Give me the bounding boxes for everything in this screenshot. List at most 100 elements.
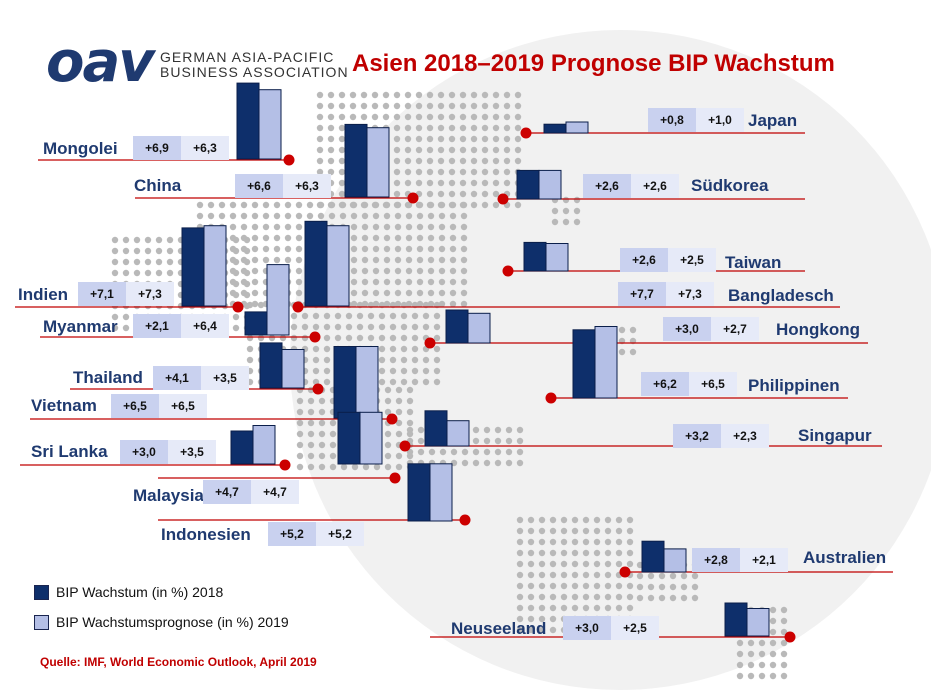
bar-2019-indonesien	[429, 463, 453, 522]
bar-2019-mongolei	[258, 89, 282, 160]
bar-2019-malaysia	[359, 411, 383, 465]
marker-dot-malaysia	[389, 472, 401, 484]
value-2019-australien: +2,1	[740, 548, 788, 572]
value-2019-singapur: +2,3	[721, 424, 769, 448]
bar-2018-hongkong	[445, 309, 469, 344]
marker-dot-s-dkorea	[497, 193, 509, 205]
value-2018-s-dkorea: +2,6	[583, 174, 631, 198]
value-2019-indien: +7,3	[126, 282, 174, 306]
marker-dot-mongolei	[283, 154, 295, 166]
value-2019-philippinen: +6,5	[689, 372, 737, 396]
value-2018-thailand: +4,1	[153, 366, 201, 390]
bar-2019-sri-lanka	[252, 425, 276, 465]
bar-2018-australien	[641, 540, 665, 573]
country-label-s-dkorea: Südkorea	[691, 176, 769, 195]
legend-swatch-2018	[34, 585, 49, 600]
value-2018-singapur: +3,2	[673, 424, 721, 448]
marker-dot-neuseeland	[784, 631, 796, 643]
value-2018-mongolei: +6,9	[133, 136, 181, 160]
value-2019-japan: +1,0	[696, 108, 744, 132]
marker-dot-japan	[520, 127, 532, 139]
value-2019-china: +6,3	[283, 174, 331, 198]
source-note: Quelle: IMF, World Economic Outlook, Apr…	[40, 655, 317, 669]
legend-swatch-2019	[34, 615, 49, 630]
bar-2018-vietnam	[333, 346, 357, 419]
logo-line2: BUSINESS ASSOCIATION	[160, 64, 349, 80]
country-label-japan: Japan	[748, 111, 798, 130]
bar-2018-indien	[181, 227, 205, 307]
value-2018-philippinen: +6,2	[641, 372, 689, 396]
country-label-myanmar: Myanmar	[43, 317, 118, 336]
marker-dot-sri-lanka	[279, 459, 291, 471]
marker-dot-vietnam	[386, 413, 398, 425]
bar-2018-singapur	[424, 410, 448, 447]
marker-dot-australien	[619, 566, 631, 578]
value-2018-australien: +2,8	[692, 548, 740, 572]
country-label-sri-lanka: Sri Lanka	[31, 442, 108, 461]
country-label-malaysia: Malaysia	[133, 486, 204, 505]
marker-dot-indien	[232, 301, 244, 313]
value-2018-indien: +7,1	[78, 282, 126, 306]
country-label-vietnam: Vietnam	[31, 396, 97, 415]
bar-2019-australien	[663, 548, 687, 573]
value-2018-malaysia: +4,7	[203, 480, 251, 504]
chart-title: Asien 2018–2019 Prognose BIP Wachstum	[352, 50, 835, 77]
value-2019-myanmar: +6,4	[181, 314, 229, 338]
bar-2019-thailand	[281, 349, 305, 389]
bar-2018-s-dkorea	[516, 169, 540, 200]
country-label-indien: Indien	[18, 285, 69, 304]
value-2018-hongkong: +3,0	[663, 317, 711, 341]
bar-2019-taiwan	[545, 243, 569, 272]
value-2018-china: +6,6	[235, 174, 283, 198]
country-label-thailand: Thailand	[73, 368, 143, 387]
bar-2018-mongolei	[236, 82, 260, 160]
country-label-singapur: Singapur	[798, 426, 872, 445]
bar-2019-bangladesch	[326, 225, 350, 307]
value-2018-myanmar: +2,1	[133, 314, 181, 338]
value-2019-vietnam: +6,5	[159, 394, 207, 418]
country-label-taiwan: Taiwan	[725, 253, 782, 272]
value-2018-bangladesch: +7,7	[618, 282, 666, 306]
bar-2018-thailand	[259, 342, 283, 389]
value-2019-hongkong: +2,7	[711, 317, 759, 341]
marker-dot-hongkong	[424, 337, 436, 349]
value-2019-malaysia: +4,7	[251, 480, 299, 504]
marker-dot-bangladesch	[292, 301, 304, 313]
value-2019-neuseeland: +2,5	[611, 616, 659, 640]
bar-2018-sri-lanka	[230, 430, 254, 465]
bar-2019-singapur	[446, 420, 470, 447]
marker-dot-china	[407, 192, 419, 204]
marker-dot-taiwan	[502, 265, 514, 277]
legend-label-2018: BIP Wachstum (in %) 2018	[56, 584, 224, 600]
country-label-australien: Australien	[803, 548, 887, 567]
bar-2019-indien	[203, 225, 227, 307]
marker-dot-philippinen	[545, 392, 557, 404]
bar-2019-china	[366, 127, 390, 198]
value-2018-japan: +0,8	[648, 108, 696, 132]
bar-2018-bangladesch	[304, 220, 328, 307]
bar-2018-japan	[543, 123, 567, 134]
country-label-philippinen: Philippinen	[748, 376, 840, 395]
value-2018-taiwan: +2,6	[620, 248, 668, 272]
value-2019-thailand: +3,5	[201, 366, 249, 390]
country-label-bangladesch: Bangladesch	[728, 286, 834, 305]
bar-2018-myanmar	[244, 311, 268, 336]
value-2018-indonesien: +5,2	[268, 522, 316, 546]
logo-line1: GERMAN ASIA-PACIFIC	[160, 49, 335, 65]
value-2018-vietnam: +6,5	[111, 394, 159, 418]
country-label-indonesien: Indonesien	[161, 525, 251, 544]
bar-2019-hongkong	[467, 312, 491, 344]
marker-dot-indonesien	[459, 514, 471, 526]
bar-2019-japan	[565, 121, 589, 134]
country-label-mongolei: Mongolei	[43, 139, 118, 158]
bar-2019-philippinen	[594, 326, 618, 399]
marker-dot-myanmar	[309, 331, 321, 343]
value-2019-indonesien: +5,2	[316, 522, 364, 546]
bar-2019-s-dkorea	[538, 169, 562, 200]
legend-label-2019: BIP Wachstumsprognose (in %) 2019	[56, 614, 289, 630]
value-2019-bangladesch: +7,3	[666, 282, 714, 306]
bar-2018-malaysia	[337, 411, 361, 465]
bar-2018-taiwan	[523, 241, 547, 272]
